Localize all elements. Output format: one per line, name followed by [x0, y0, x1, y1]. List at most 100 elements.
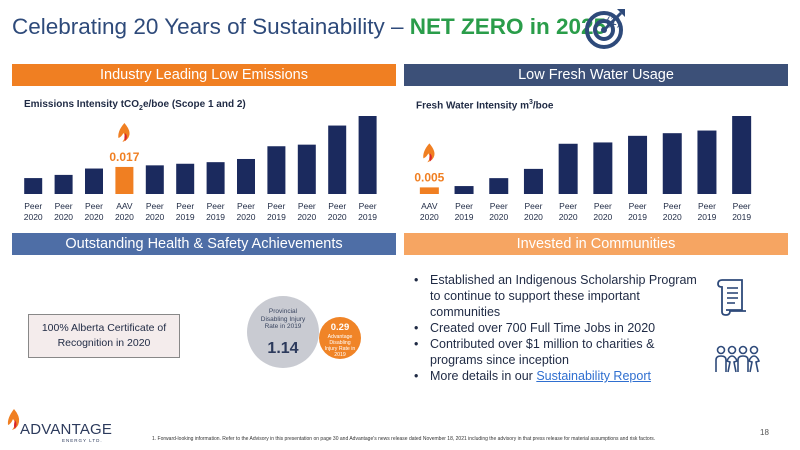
- flame-icon: [423, 143, 435, 163]
- list-item: More details in our Sustainability Repor…: [412, 368, 702, 384]
- tick-label-year: 2020: [420, 212, 439, 222]
- tick-label: Peer: [85, 201, 103, 211]
- emissions-banner: Industry Leading Low Emissions: [12, 64, 396, 86]
- tick-label-year: 2019: [732, 212, 751, 222]
- tick-label: Peer: [629, 201, 647, 211]
- tick-label-year: 2020: [85, 212, 104, 222]
- emissions-intensity-chart: Peer 2020 Peer 2020 Peer 2020 AAV 2020 0.017 Peer…: [18, 112, 388, 230]
- tick-label: Peer: [455, 201, 473, 211]
- tick-label-year: 2020: [328, 212, 347, 222]
- bar-peer: [54, 174, 73, 194]
- more-details-text: More details in our: [430, 369, 537, 383]
- provincial-rate-circle: Provincial Disabling Injury Rate in 2019…: [247, 296, 319, 368]
- emissions-chart-svg: Peer2020Peer2020Peer2020AAV20200.017Peer…: [24, 116, 377, 222]
- water-banner: Low Fresh Water Usage: [404, 64, 788, 86]
- tick-label-year: 2019: [697, 212, 716, 222]
- water-chart-title: Fresh Water Intensity m3/boe: [416, 99, 554, 112]
- tick-label: Peer: [24, 201, 42, 211]
- bar-peer: [732, 116, 752, 194]
- bar-peer: [454, 186, 474, 194]
- safety-banner: Outstanding Health & Safety Achievements: [12, 233, 396, 255]
- bar-peer: [24, 178, 43, 194]
- bar-peer: [206, 162, 225, 194]
- sustainability-report-link[interactable]: Sustainability Report: [536, 369, 651, 383]
- tick-label: AAV: [421, 201, 438, 211]
- title-highlight: NET ZERO in 2025: [409, 14, 607, 39]
- logo-subtitle: ENERGY LTD.: [62, 438, 103, 443]
- target-icon: [585, 9, 625, 49]
- provincial-rate-label: Provincial Disabling Injury Rate in 2019: [260, 308, 306, 330]
- bar-peer: [358, 116, 377, 194]
- advantage-rate-label: Advantage Disabling Injury Rate in 2019: [324, 334, 356, 358]
- tick-label: Peer: [176, 201, 194, 211]
- provincial-rate-value: 1.14: [267, 340, 299, 357]
- advantage-rate-value: 0.29: [330, 322, 350, 333]
- community-list: Established an Indigenous Scholarship Pr…: [412, 272, 702, 384]
- tick-label: AAV: [116, 201, 133, 211]
- tick-label-year: 2019: [267, 212, 286, 222]
- list-item: Contributed over $1 million to charities…: [412, 336, 702, 368]
- tick-label-year: 2020: [593, 212, 612, 222]
- list-item: Established an Indigenous Scholarship Pr…: [412, 272, 702, 320]
- bar-peer: [328, 125, 347, 194]
- tick-label-year: 2019: [206, 212, 225, 222]
- tick-label: Peer: [267, 201, 285, 211]
- list-item: Created over 700 Full Time Jobs in 2020: [412, 320, 702, 336]
- water-chart-svg: AAV20200.005Peer2019Peer2020Peer2020Peer…: [414, 116, 752, 222]
- tick-label: Peer: [359, 201, 377, 211]
- tick-label: Peer: [594, 201, 612, 211]
- tick-label: Peer: [698, 201, 716, 211]
- bar-peer: [267, 146, 286, 194]
- tick-label-year: 2019: [455, 212, 474, 222]
- flame-icon: [118, 122, 130, 142]
- tick-label: Peer: [559, 201, 577, 211]
- tick-label-year: 2020: [115, 212, 134, 222]
- scroll-icon: [717, 279, 746, 316]
- tick-label: Peer: [490, 201, 508, 211]
- tick-label: Peer: [298, 201, 316, 211]
- bar-peer: [628, 135, 648, 194]
- highlight-data-label: 0.005: [414, 170, 444, 184]
- tick-label: Peer: [733, 201, 751, 211]
- tick-label: Peer: [524, 201, 542, 211]
- tick-label-year: 2019: [176, 212, 195, 222]
- bar-peer: [662, 133, 682, 194]
- certificate-box: 100% Alberta Certificate of Recognition …: [28, 314, 180, 358]
- tick-label: Peer: [663, 201, 681, 211]
- highlight-data-label: 0.017: [109, 150, 139, 164]
- tick-label-year: 2020: [489, 212, 508, 222]
- tick-label-year: 2020: [559, 212, 578, 222]
- tick-label-year: 2020: [663, 212, 682, 222]
- tick-label-year: 2020: [24, 212, 43, 222]
- certificate-text: 100% Alberta Certificate of Recognition …: [41, 322, 167, 349]
- tick-label-year: 2020: [145, 212, 164, 222]
- tick-label: Peer: [146, 201, 164, 211]
- page-number: 18: [760, 428, 769, 437]
- tick-label-year: 2019: [358, 212, 377, 222]
- tick-label: Peer: [207, 201, 225, 211]
- bar-peer: [697, 130, 717, 194]
- flame-icon: [7, 409, 20, 430]
- bar-peer: [593, 142, 613, 194]
- people-icon: [715, 345, 761, 373]
- emissions-chart-title: Emissions Intensity tCO2e/boe (Scope 1 a…: [24, 99, 246, 112]
- tick-label-year: 2019: [628, 212, 647, 222]
- tick-label-year: 2020: [237, 212, 256, 222]
- bar-peer: [489, 178, 509, 194]
- bar-peer: [176, 163, 195, 194]
- advantage-rate-circle: 0.29 Advantage Disabling Injury Rate in …: [319, 317, 361, 359]
- bar-aav: [115, 166, 134, 194]
- bar-peer: [145, 165, 164, 194]
- tick-label-year: 2020: [524, 212, 543, 222]
- tick-label-year: 2020: [54, 212, 73, 222]
- page-title: Celebrating 20 Years of Sustainability –…: [12, 14, 621, 40]
- bar-aav: [419, 187, 439, 194]
- water-intensity-chart: AAV 2020 0.005 Peer 2019 Peer 2020 Peer 2020 Peer…: [410, 112, 780, 230]
- footnote: 1. Forward-looking information. Refer to…: [152, 436, 656, 442]
- bar-peer: [523, 168, 543, 194]
- tick-label: Peer: [328, 201, 346, 211]
- bar-peer: [558, 143, 578, 194]
- community-banner: Invested in Communities: [404, 233, 788, 255]
- tick-label: Peer: [237, 201, 255, 211]
- tick-label: Peer: [55, 201, 73, 211]
